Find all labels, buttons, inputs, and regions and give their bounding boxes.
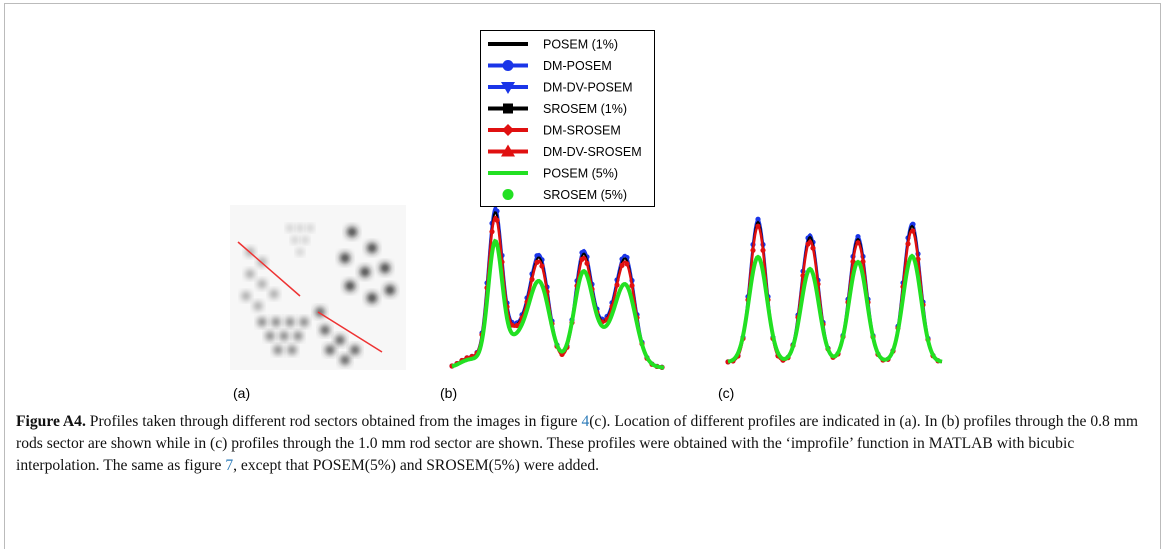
rod	[300, 318, 308, 326]
figure-frame	[4, 3, 1161, 549]
legend-label: SROSEM (5%)	[543, 188, 627, 202]
profile-marker	[529, 276, 535, 282]
phantom-image	[230, 205, 406, 370]
profile-marker	[489, 229, 495, 235]
profile-marker	[810, 245, 816, 251]
rod	[340, 355, 350, 365]
caption-text: , except that POSEM(5%) and SROSEM(5%) w…	[233, 457, 600, 474]
legend-box	[480, 30, 655, 207]
profile-plot-c	[725, 216, 943, 365]
rod	[367, 243, 377, 253]
profile-line	[237, 241, 301, 297]
rod	[292, 237, 298, 243]
rod	[367, 293, 377, 303]
rod	[320, 325, 330, 335]
rod	[307, 225, 313, 231]
profile-line	[317, 311, 383, 353]
rod	[347, 227, 357, 237]
rod	[280, 332, 288, 340]
legend-marker	[503, 103, 513, 114]
legend-label: SROSEM (1%)	[543, 102, 627, 116]
rod	[242, 292, 250, 300]
profile-marker	[860, 259, 866, 265]
rod	[287, 225, 293, 231]
profile-curve	[727, 253, 943, 364]
profile-curve	[451, 238, 665, 370]
rod	[294, 332, 302, 340]
profile-marker	[905, 241, 911, 247]
profile-marker	[805, 241, 811, 247]
legend-marker	[501, 82, 515, 94]
legend-marker	[502, 60, 514, 71]
legend-label: POSEM (5%)	[543, 167, 618, 181]
image-bg	[230, 205, 406, 370]
profile-marker	[534, 259, 540, 265]
figure-ref[interactable]: 4	[581, 413, 590, 430]
legend-label: DM-DV-POSEM	[543, 81, 633, 95]
figure-ref[interactable]: 7	[225, 457, 234, 474]
rod	[335, 335, 345, 345]
legend-label: POSEM (1%)	[543, 38, 618, 52]
profile-marker	[539, 263, 545, 269]
legend-label: DM-SROSEM	[543, 124, 621, 138]
rod	[380, 263, 390, 273]
legend-marker	[502, 124, 514, 136]
caption-text: Profiles taken through different rod sec…	[85, 413, 582, 430]
legend-label: DM-POSEM	[543, 59, 612, 73]
rod	[258, 318, 266, 326]
profile-marker	[624, 261, 630, 267]
legend-label: DM-DV-SROSEM	[543, 145, 642, 159]
rod	[286, 318, 294, 326]
profile-plot-b	[449, 206, 665, 370]
profile-curve	[727, 224, 943, 364]
profile-marker	[619, 262, 625, 268]
profile-marker	[750, 247, 756, 253]
profile-marker	[629, 283, 635, 289]
rod	[350, 345, 360, 355]
rod	[288, 346, 296, 354]
rod	[270, 290, 278, 298]
profile-marker	[614, 282, 620, 288]
profile-marker	[514, 322, 520, 329]
figure: POSEM (1%) DM-POSEM DM-DV-POSEM SROSEM (1%)…	[230, 30, 943, 401]
profile-marker	[850, 259, 856, 265]
legend-marker	[501, 144, 515, 157]
rod	[385, 285, 395, 295]
rod	[325, 345, 335, 355]
rod	[274, 346, 282, 354]
profile-marker	[494, 217, 500, 223]
caption: Figure A4. Profiles taken through differ…	[16, 411, 1141, 477]
caption-label: Figure A4.	[16, 413, 86, 430]
rod	[302, 237, 308, 243]
profile-marker	[855, 233, 861, 240]
caption-text: (c). Location of different profiles are …	[16, 413, 1139, 474]
rod	[297, 225, 303, 231]
rod	[345, 281, 355, 291]
rod	[360, 267, 370, 277]
profile-marker	[755, 223, 761, 229]
rod	[266, 332, 274, 340]
profile-marker	[760, 247, 766, 253]
panel-label: (c)	[718, 385, 734, 401]
legend-marker	[502, 189, 514, 200]
rod	[297, 249, 303, 255]
rod	[254, 302, 262, 310]
rod	[258, 280, 266, 288]
profile-marker	[579, 256, 585, 262]
rod	[272, 318, 280, 326]
profile-curve	[727, 217, 943, 364]
legend: POSEM (1%) DM-POSEM DM-DV-POSEM SROSEM (1%)…	[488, 38, 642, 202]
profile-marker	[910, 228, 916, 234]
profile-marker	[584, 260, 590, 266]
rod	[246, 270, 254, 278]
panel-label: (a)	[233, 385, 250, 401]
panel-label: (b)	[440, 385, 457, 401]
profile-marker	[855, 240, 861, 246]
profile-marker	[755, 216, 761, 222]
rod	[340, 253, 350, 263]
